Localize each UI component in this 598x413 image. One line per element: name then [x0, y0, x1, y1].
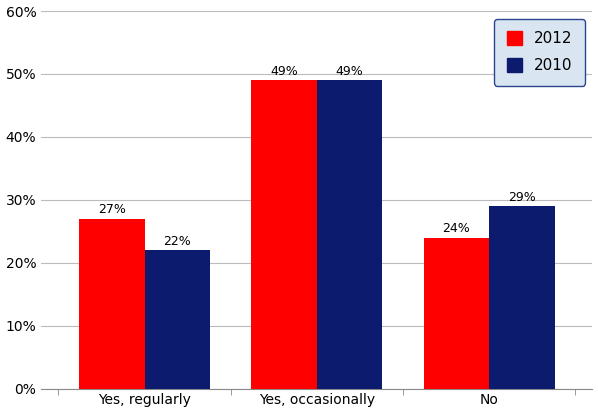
Bar: [317, 80, 382, 389]
Bar: [489, 206, 554, 389]
Text: 22%: 22%: [163, 235, 191, 248]
Bar: [251, 80, 317, 389]
Text: 49%: 49%: [270, 65, 298, 78]
Legend: 2012, 2010: 2012, 2010: [495, 19, 585, 85]
Text: 27%: 27%: [98, 203, 126, 216]
Text: 24%: 24%: [443, 222, 470, 235]
Text: 29%: 29%: [508, 190, 536, 204]
Bar: [79, 219, 145, 389]
Bar: [145, 250, 210, 389]
Bar: [423, 237, 489, 389]
Text: 49%: 49%: [335, 65, 364, 78]
